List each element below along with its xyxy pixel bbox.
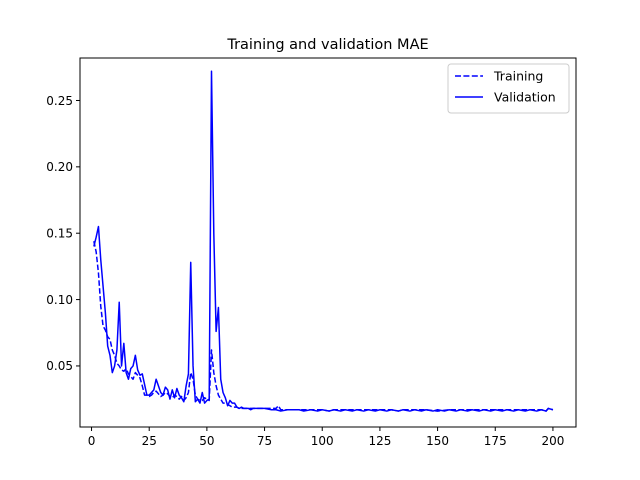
x-tick-label: 200 (541, 434, 564, 448)
legend-label-training: Training (493, 69, 543, 84)
y-tick-label: 0.20 (46, 160, 73, 174)
x-tick-label: 175 (484, 434, 507, 448)
legend-box (447, 63, 570, 114)
y-tick-label: 0.10 (46, 293, 73, 307)
x-tick-label: 100 (311, 434, 334, 448)
axes-layer (79, 57, 577, 428)
y-tick-label: 0.05 (46, 359, 73, 373)
x-tick-label: 125 (368, 434, 391, 448)
x-axis-ticks: 0 25 50 75 100 125 150 175 200 (88, 427, 564, 448)
series-line-validation (93, 70, 554, 412)
series-layer (93, 70, 554, 412)
legend: Training Validation (447, 63, 570, 114)
x-tick-label: 150 (426, 434, 449, 448)
x-tick-label: 25 (142, 434, 157, 448)
y-tick-label: 0.15 (46, 227, 73, 241)
x-tick-label: 75 (257, 434, 272, 448)
y-tick-label: 0.25 (46, 94, 73, 108)
y-axis-ticks: 0.05 0.10 0.15 0.20 0.25 (46, 94, 80, 373)
x-tick-label: 0 (88, 434, 96, 448)
axes-frame (79, 57, 577, 428)
x-tick-label: 50 (199, 434, 214, 448)
chart-title: Training and validation MAE (226, 37, 428, 53)
legend-label-validation: Validation (494, 90, 556, 105)
plot-area (80, 58, 576, 427)
